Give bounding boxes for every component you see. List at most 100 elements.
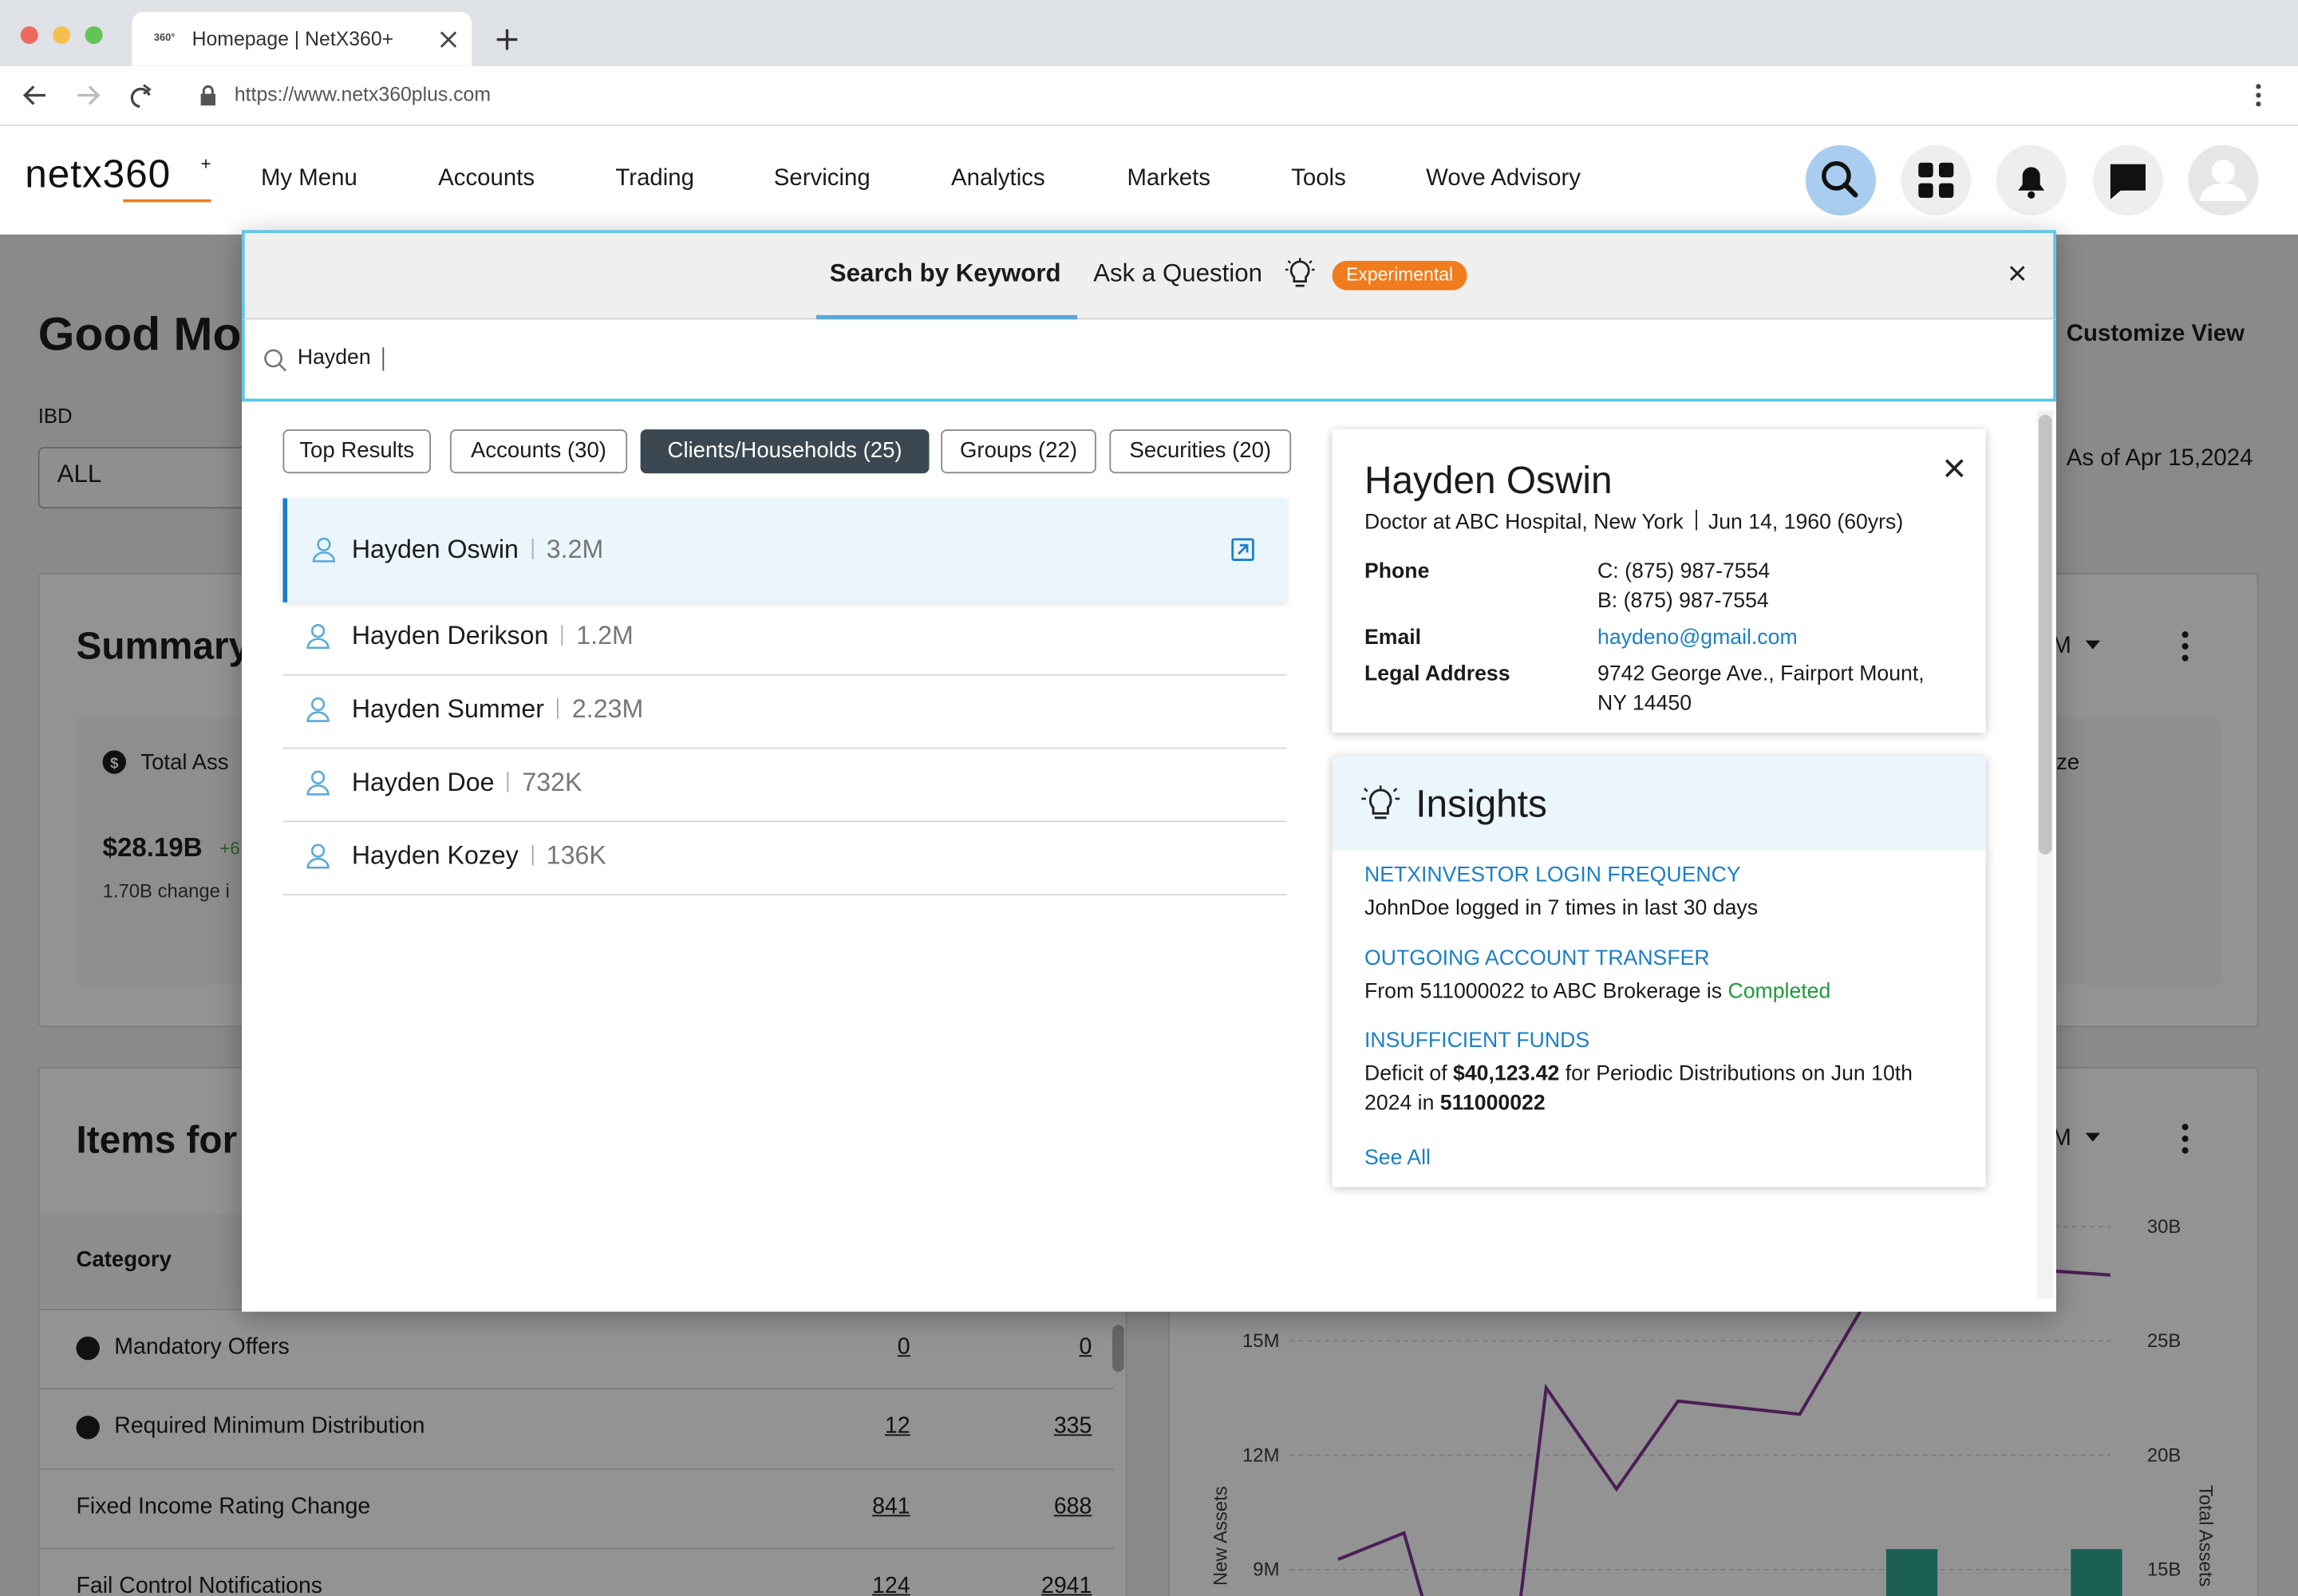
see-all[interactable]: See All xyxy=(1364,1146,1431,1171)
address-line: 9742 George Ave., Fairport Mount, xyxy=(1597,662,1925,687)
filter-chip[interactable]: Groups (22) xyxy=(941,429,1096,474)
browser-menu[interactable] xyxy=(2254,82,2263,109)
insights-icon xyxy=(1361,785,1400,820)
person-icon xyxy=(306,843,330,869)
insight-text-part: for Periodic Distributions on Jun 10th 2… xyxy=(1364,1062,1913,1116)
row-label: Fixed Income Rating Change xyxy=(76,1494,371,1519)
filter-select[interactable] xyxy=(38,447,273,509)
notifications-button[interactable] xyxy=(1996,144,2067,215)
result-name: Hayden Kozey xyxy=(351,840,519,870)
messages-button[interactable] xyxy=(2092,144,2164,215)
result-item[interactable]: Hayden Doe 732K xyxy=(352,767,582,798)
tab-question[interactable]: Ask a Question xyxy=(1093,259,1262,287)
nav-item[interactable]: Markets xyxy=(1127,166,1210,192)
person-icon xyxy=(306,697,330,722)
search-input[interactable] xyxy=(242,319,2056,402)
summary-title: Summary xyxy=(76,623,251,668)
nav-item[interactable]: Servicing xyxy=(773,166,871,192)
url[interactable]: https://www.netx360plus.com xyxy=(234,83,492,106)
result-item[interactable]: Hayden Derikson 1.2M xyxy=(352,621,634,652)
browser-tab[interactable] xyxy=(132,11,472,66)
search-button[interactable] xyxy=(1805,144,1877,215)
insight-text: JohnDoe logged in 7 times in last 30 day… xyxy=(1364,896,1759,921)
badge-text: Experimental xyxy=(1346,264,1454,286)
email[interactable]: haydeno@gmail.com xyxy=(1597,626,1798,650)
filter-chip[interactable]: Clients/Households (25) xyxy=(640,429,930,474)
bulb-icon xyxy=(1285,258,1315,287)
result-item[interactable]: Hayden Oswin 3.2M xyxy=(352,534,603,565)
row-value[interactable]: 2941 xyxy=(1041,1573,1092,1596)
tab-keyword[interactable]: Search by Keyword xyxy=(829,259,1061,287)
summary-controls[interactable] xyxy=(2085,631,2189,662)
chart-controls[interactable] xyxy=(2085,1124,2189,1154)
info-icon xyxy=(76,1416,100,1440)
occupation: Doctor at ABC Hospital, New York xyxy=(1364,511,1684,535)
insight-title[interactable]: OUTGOING ACCOUNT TRANSFER xyxy=(1364,946,1710,971)
open-link[interactable] xyxy=(1231,538,1254,561)
logo-mark: + xyxy=(200,153,211,175)
modal-scroll-thumb[interactable] xyxy=(2038,414,2052,855)
items-scrollbar[interactable] xyxy=(1112,1325,1124,1373)
tab-close[interactable] xyxy=(440,31,457,49)
filter-chip[interactable]: Top Results xyxy=(282,429,432,474)
left-axis-title: New Assets xyxy=(1209,1486,1232,1586)
nav-item[interactable]: Wove Advisory xyxy=(1426,166,1581,192)
address-bar xyxy=(0,65,2298,126)
tab-title: Homepage | NetX360+ xyxy=(192,27,394,50)
modal-close[interactable] xyxy=(2009,265,2025,281)
row-value[interactable]: 841 xyxy=(872,1494,910,1519)
y-tick-label: 9M xyxy=(1253,1558,1280,1581)
row-value[interactable]: 0 xyxy=(1079,1334,1092,1360)
birth-date: Jun 14, 1960 (60yrs) xyxy=(1708,511,1904,535)
metric-value: $28.19B xyxy=(102,832,203,863)
nav-item[interactable]: My Menu xyxy=(260,166,357,192)
greeting: Good Mo xyxy=(38,307,242,361)
insight-text-part: Deficit of xyxy=(1364,1062,1447,1086)
client-subtitle: Doctor at ABC Hospital, New York Jun 14, … xyxy=(1364,509,1904,537)
insights-header xyxy=(1332,756,1986,851)
filter-chip[interactable]: Accounts (30) xyxy=(449,429,628,474)
logo-underline xyxy=(123,199,211,203)
insights-title: Insights xyxy=(1416,781,1547,826)
result-item[interactable]: Hayden Summer 2.23M xyxy=(352,694,643,725)
row-label: Mandatory Offers xyxy=(114,1334,290,1360)
phone: C: (875) 987-7554 xyxy=(1597,560,1771,584)
row-value[interactable]: 124 xyxy=(872,1573,910,1596)
nav-item[interactable]: Accounts xyxy=(438,166,535,192)
address-label: Legal Address xyxy=(1364,662,1510,687)
insight-text: Deficit of $40,123.42 for Periodic Distr… xyxy=(1364,1060,1965,1118)
tab-icon: 360° xyxy=(153,33,176,44)
result-amount: 3.2M xyxy=(546,534,604,564)
separator xyxy=(561,625,563,646)
row-value[interactable]: 688 xyxy=(1053,1494,1092,1519)
profile-button[interactable] xyxy=(2188,144,2259,215)
row-value[interactable]: 335 xyxy=(1053,1413,1092,1439)
dollar-icon: $ xyxy=(102,750,126,774)
client-close[interactable] xyxy=(1945,459,1964,478)
nav-item[interactable]: Analytics xyxy=(951,166,1045,192)
insight-title[interactable]: NETXINVESTOR LOGIN FREQUENCY xyxy=(1364,863,1741,887)
result-amount: 1.2M xyxy=(576,620,634,650)
email-label: Email xyxy=(1364,626,1422,650)
nav-buttons[interactable] xyxy=(21,82,168,109)
apps-button[interactable] xyxy=(1901,144,1972,215)
header-actions xyxy=(1805,144,2259,215)
nav-item[interactable]: Tools xyxy=(1291,166,1346,192)
logo[interactable]: netx360 xyxy=(25,152,172,196)
lock-icon xyxy=(200,85,216,106)
row-label: Fail Control Notifications xyxy=(76,1573,323,1596)
search-tabs xyxy=(242,230,2056,320)
row-value[interactable]: 12 xyxy=(884,1413,910,1439)
customize-view[interactable]: Customize View xyxy=(2066,321,2245,347)
insight-status: Completed xyxy=(1727,980,1831,1005)
new-tab[interactable] xyxy=(496,29,518,50)
result-item[interactable]: Hayden Kozey 136K xyxy=(352,840,606,871)
right-axis-title: Total Assets xyxy=(2195,1484,2217,1587)
filter-chip[interactable]: Securities (20) xyxy=(1109,429,1292,474)
insight-title[interactable]: INSUFFICIENT FUNDS xyxy=(1364,1029,1590,1053)
result-amount: 732K xyxy=(522,767,582,797)
row-value[interactable]: 0 xyxy=(897,1334,910,1360)
result-divider xyxy=(282,820,1287,823)
nav-item[interactable]: Trading xyxy=(615,166,694,192)
info-icon xyxy=(76,1336,100,1361)
